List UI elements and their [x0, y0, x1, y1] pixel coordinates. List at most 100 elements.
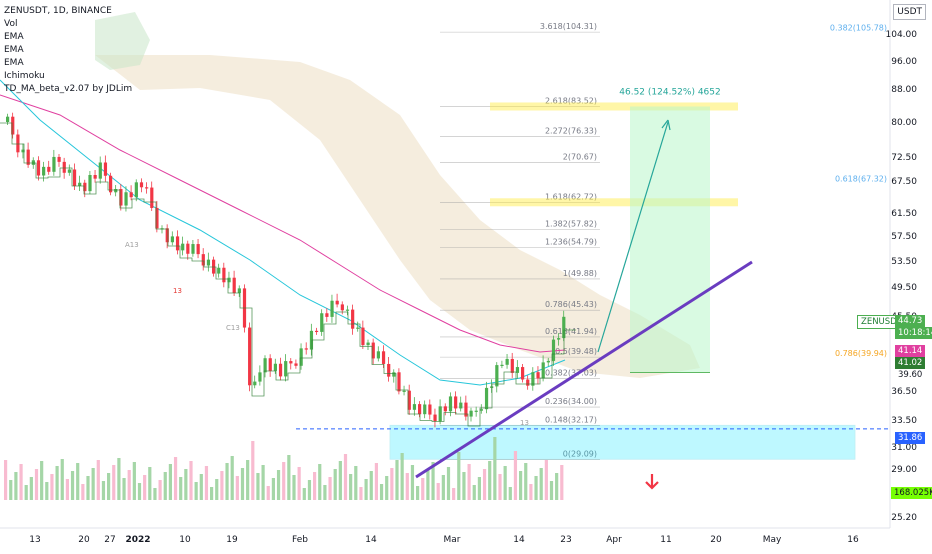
fib-right-label: 0.382(105.78) — [830, 23, 887, 32]
legend-indicator-ema-2[interactable]: EMA — [4, 45, 24, 55]
legend-indicator-vol[interactable]: Vol — [4, 19, 18, 29]
volume-bar — [534, 476, 538, 500]
volume-bar — [210, 487, 214, 500]
candle-body — [129, 192, 133, 198]
volume-bar — [271, 478, 275, 500]
candle-body — [42, 166, 46, 176]
ema-teal-line — [0, 79, 566, 386]
candle-body — [6, 116, 10, 122]
legend-indicator-td-ma[interactable]: TD_MA_beta_v2.07 by JDLim — [4, 84, 133, 94]
volume-bar — [539, 468, 543, 500]
fib-level-label: 0.236(34.00) — [545, 397, 597, 406]
volume-bar — [318, 464, 322, 500]
candle-body — [397, 372, 401, 392]
support-trendline — [415, 260, 753, 479]
candle-body — [392, 372, 396, 377]
candle-body — [88, 175, 92, 192]
candle-body — [78, 182, 82, 187]
last-price-badge: 44.73 — [895, 315, 926, 327]
volume-bar — [307, 480, 312, 500]
volume-bar — [60, 459, 64, 500]
fib-level-label: 3.618(104.31) — [540, 22, 597, 31]
candle-body — [438, 406, 442, 422]
volume-bar — [328, 477, 332, 500]
volume-bar — [349, 474, 353, 500]
candle-body — [536, 372, 540, 379]
volume-bar — [112, 465, 116, 500]
candle-body — [428, 404, 432, 415]
candle-body — [299, 348, 303, 366]
volume-bar — [194, 482, 198, 500]
price-tick-label: 104.00 — [886, 30, 918, 40]
volume-bar — [364, 479, 368, 500]
candle-body — [304, 348, 308, 350]
fib-right-label: 0.618(67.32) — [835, 175, 887, 184]
candle-body — [526, 379, 530, 386]
time-tick-label: 27 — [104, 535, 115, 545]
price-tick-label: 61.50 — [891, 209, 917, 219]
fib-highlight-band — [490, 198, 738, 207]
currency-selector[interactable]: USDT — [893, 4, 926, 20]
level-a-label: 39.60 — [895, 369, 926, 381]
candle-body — [119, 189, 123, 206]
candle-body — [515, 367, 520, 373]
legend-symbol[interactable]: ZENUSDT, 1D, BINANCE — [4, 6, 112, 16]
candle-body — [459, 402, 463, 409]
legend-indicator-ema-1[interactable]: EMA — [4, 32, 24, 42]
time-tick-label: 20 — [710, 535, 722, 545]
volume-bar — [421, 478, 425, 500]
candle-body — [335, 300, 339, 305]
candle-body — [361, 327, 365, 345]
price-tick-label: 67.50 — [891, 177, 917, 187]
fib-level-label: 0.382(37.03) — [545, 369, 597, 378]
candle-body — [448, 396, 453, 412]
candle-body — [11, 116, 15, 135]
candle-body — [325, 313, 329, 317]
candle-body — [402, 390, 406, 392]
volume-bar — [338, 461, 342, 500]
candle-body — [145, 187, 149, 189]
legend-indicator-ema-3[interactable]: EMA — [4, 58, 24, 68]
volume-bar — [323, 485, 327, 500]
price-tick-label: 25.20 — [891, 513, 917, 523]
candle-body — [345, 309, 350, 311]
volume-bar — [81, 484, 85, 500]
volume-bar — [65, 479, 69, 500]
volume-bar — [117, 458, 121, 500]
volume-bar — [379, 484, 384, 500]
candle-body — [320, 313, 324, 332]
legend-indicator-ichimoku[interactable]: Ichimoku — [4, 71, 45, 81]
candle-body — [418, 404, 422, 415]
ichimoku-cloud-green — [95, 12, 150, 70]
fib-level-label: 2.618(83.52) — [545, 96, 597, 105]
volume-bar — [101, 481, 106, 500]
volume-bar — [297, 467, 301, 500]
volume-bar — [416, 486, 420, 500]
time-tick-label: Apr — [606, 535, 622, 545]
volume-bar — [410, 465, 415, 500]
candle-body — [315, 330, 319, 333]
candle-body — [562, 316, 566, 339]
volume-bar — [472, 485, 476, 500]
time-tick-label: 20 — [78, 535, 90, 545]
volume-bar — [137, 483, 142, 500]
ema-b-badge: 41.02 — [895, 357, 926, 369]
candle-body — [454, 396, 458, 409]
time-tick-label: 2022 — [125, 535, 150, 545]
candle-body — [521, 367, 525, 380]
fib-level-label: 0.618(41.94) — [545, 327, 597, 336]
target-projection-box — [630, 106, 710, 373]
volume-bar — [519, 471, 523, 500]
candle-body — [330, 300, 334, 317]
countdown-badge: 10:18:14 — [895, 327, 932, 339]
candle-body — [98, 162, 102, 179]
volume-bar — [287, 455, 291, 500]
candle-body — [217, 267, 221, 274]
candle-body — [62, 161, 66, 173]
time-tick-label: 10 — [179, 535, 191, 545]
candle-body — [469, 410, 473, 417]
volume-badge: 168.025K — [891, 487, 932, 499]
volume-bar — [493, 437, 497, 500]
